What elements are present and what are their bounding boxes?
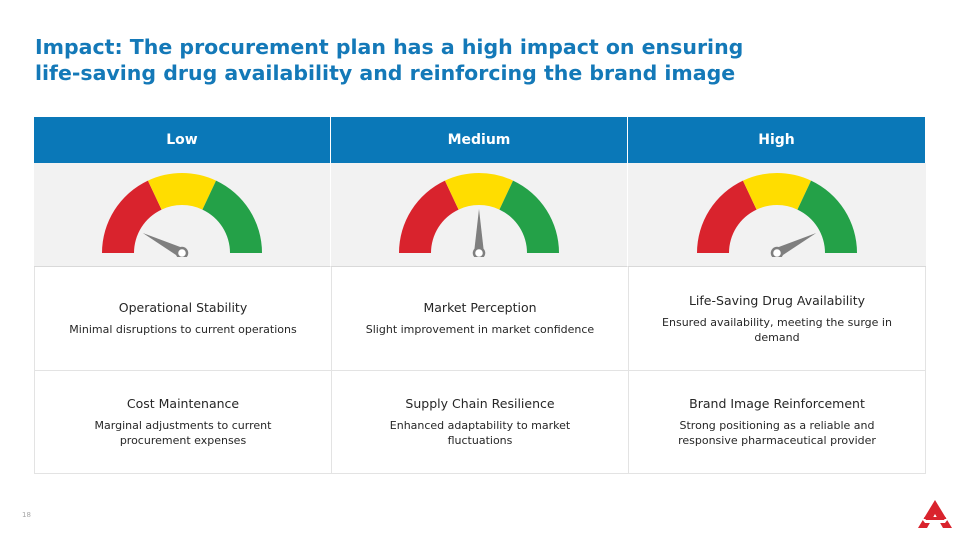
gauge-hub (770, 246, 784, 257)
impact-description: Strong positioning as a reliable and res… (678, 419, 876, 447)
header-medium: Medium (331, 117, 628, 163)
gauge-low-icon (102, 172, 262, 257)
triangle-logo-icon (918, 500, 952, 528)
gauge-red-segment (697, 180, 757, 253)
page-title-line1: Impact: The procurement plan has a high … (35, 35, 744, 59)
header-low: Low (34, 117, 331, 163)
impact-cell: Supply Chain Resilience Enhanced adaptab… (331, 371, 628, 474)
impact-description: Slight improvement in market confidence (365, 323, 595, 336)
gauge-cell-medium (331, 163, 628, 267)
impact-title: Operational Stability (118, 300, 248, 315)
gauge-needle (774, 232, 817, 257)
impact-title: Supply Chain Resilience (405, 396, 555, 411)
impact-title: Life-Saving Drug Availability (688, 292, 866, 308)
gauge-yellow-segment (444, 172, 514, 210)
impact-description: Marginal adjustments to current procurem… (94, 419, 272, 447)
gauge-yellow-segment (147, 172, 217, 210)
page-title-line2: life-saving drug availability and reinfo… (35, 61, 736, 85)
impact-cell: Cost Maintenance Marginal adjustments to… (34, 371, 331, 474)
gauge-high-icon (697, 172, 857, 257)
page-number: 18 (22, 511, 31, 519)
gauge-red-segment (399, 180, 459, 253)
gauge-yellow-segment (742, 172, 812, 210)
gauge-green-segment (499, 180, 559, 253)
gauge-hub (175, 246, 189, 257)
gauge-cell-low (34, 163, 331, 267)
impact-table: Low Medium High Operational Stability Mi… (34, 117, 926, 474)
impact-cell: Operational Stability Minimal disruption… (34, 267, 331, 371)
impact-description: Ensured availability, meeting the surge … (662, 315, 892, 344)
page-title: Impact: The procurement plan has a high … (35, 34, 915, 86)
gauge-needle (142, 232, 185, 257)
gauge-hub (472, 246, 486, 257)
impact-cell: Market Perception Slight improvement in … (331, 267, 628, 371)
impact-description: Enhanced adaptability to market fluctuat… (389, 419, 571, 447)
gauge-green-segment (202, 180, 262, 253)
impact-description: Minimal disruptions to current operation… (69, 323, 297, 336)
gauge-green-segment (797, 180, 857, 253)
gauge-cell-high (628, 163, 926, 267)
gauge-needle (474, 208, 484, 253)
impact-title: Cost Maintenance (126, 396, 240, 411)
impact-title: Market Perception (423, 300, 537, 315)
impact-cell: Life-Saving Drug Availability Ensured av… (628, 267, 926, 371)
header-high: High (628, 117, 926, 163)
impact-cell: Brand Image Reinforcement Strong positio… (628, 371, 926, 474)
impact-title: Brand Image Reinforcement (689, 396, 865, 411)
gauge-medium-icon (399, 172, 559, 257)
gauge-red-segment (102, 180, 162, 253)
